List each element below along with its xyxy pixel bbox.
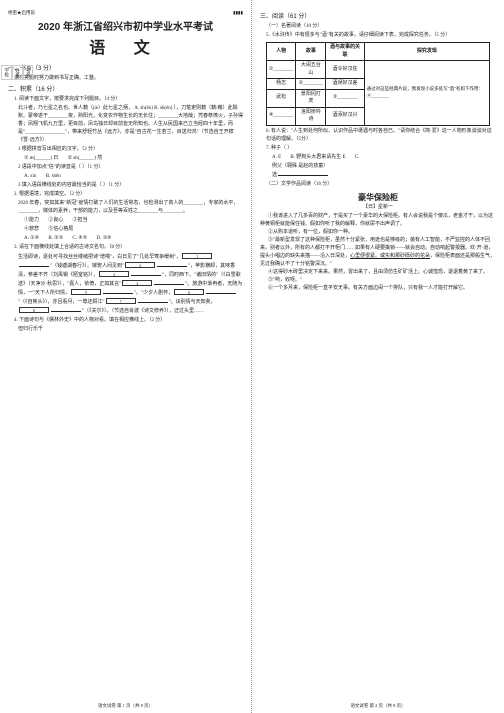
r3c3: ③________ bbox=[326, 89, 364, 107]
subject-title: 语 文 bbox=[8, 37, 243, 61]
q7-a: A. E bbox=[272, 154, 281, 162]
th-find: 探究发现 bbox=[364, 43, 489, 61]
page-foot-left: 语文试卷 第 1 页（共 8 页） bbox=[0, 703, 251, 710]
r1c3: 酒令好汉狂 bbox=[326, 61, 364, 79]
r3c1: 武松 bbox=[266, 89, 295, 107]
th-relation: 酒与故事的关联 bbox=[326, 43, 364, 61]
exam-title: 2020 年浙江省绍兴市初中学业水平考试 bbox=[8, 20, 243, 35]
q2-a: A. ①④ bbox=[24, 235, 39, 243]
q2-b: B. ②③ bbox=[48, 235, 63, 243]
story-p5: ⑤"哟，收呀。" bbox=[260, 277, 496, 285]
q2-c: C. ④⑤ bbox=[72, 235, 87, 243]
subsec-1-header: （一）名著阅读（10 分） bbox=[266, 23, 496, 31]
q2-text: 2020 年春，突如其来"新冠"疫情打破了人们的生活常态，也检测出了商人的___… bbox=[18, 201, 238, 214]
r4c1: ④________ bbox=[266, 107, 295, 125]
r2c2: ②________ bbox=[296, 79, 326, 90]
q1s2-opt-a: A. xìn bbox=[24, 173, 37, 181]
r2c3: 酒误好汉差 bbox=[326, 79, 364, 90]
binding-tabs: 考号姓名学校 bbox=[1, 50, 33, 95]
q1-stem: 1. 阅读下面文字，按要求完成下列题目。（4 分） bbox=[14, 96, 243, 104]
q1-blank-b: ② sh(______) 然 bbox=[67, 155, 102, 163]
story-p2: ②从购本道听，有一位，假如你一种。 bbox=[260, 229, 496, 237]
q2-ch1: ①能力 bbox=[24, 217, 39, 225]
q7-d: 选 bbox=[272, 172, 496, 180]
q7-c: C. bbox=[355, 154, 360, 162]
r2c1: 杨志 bbox=[266, 79, 295, 90]
r1c1: ①________ bbox=[266, 61, 295, 79]
story-p6: ⑥一个多月来，保险柜一直平安无事。有关方面边闹一个排队，只有我一人才能打开解它。 bbox=[260, 285, 496, 293]
section-2-header: 二、积累（16 分） bbox=[8, 86, 243, 95]
q2-ch5: ⑤信心格局 bbox=[48, 226, 73, 234]
section-3-header: 三、阅读（61 分） bbox=[260, 13, 496, 22]
story-subhead: （二）文学作品阅读（16 分） bbox=[266, 181, 496, 189]
q2-ch3: ③担当 bbox=[73, 217, 88, 225]
q2-abcd: A. ①④ B. ②③ C. ④⑤ D. ③④ bbox=[24, 235, 243, 243]
q2-choices-row1: ①能力 ②良心 ③担当 bbox=[24, 217, 243, 225]
section-1-note: 请在答题时努力做到书写正确、工整。 bbox=[14, 75, 243, 83]
q7-na: 例父（翱殊 是赵的孩童） bbox=[272, 163, 496, 171]
q1-sub3: 3 填入语段横线处的内容最恰当的是（ ）（1 分） bbox=[18, 182, 243, 190]
q1-sub1: 1 根据拼音写出相应的汉字。（2 分） bbox=[18, 146, 243, 154]
q2-d: D. ③④ bbox=[96, 235, 111, 243]
q2-ch4: ④慈悲 bbox=[24, 226, 39, 234]
story-title: 豪华保险柜 bbox=[260, 192, 496, 204]
q5-stem: 5.《水浒传》中有很多与"酒"有关的故事，请仔细阅读下表，完成探究任务。（5 分… bbox=[266, 32, 496, 40]
story-p3: ③"最新型发现了这种保险柜，虽然十分紧张，用途也是够级的；装有人工智能，不严监控… bbox=[260, 237, 496, 268]
page-foot-right: 语文试卷 第 2 页（共 8 页） bbox=[252, 703, 504, 710]
q2-ch2: ②良心 bbox=[48, 217, 63, 225]
q5-table: 人物 故事 酒与故事的关联 探究发现 ①________ 大闹五台山 酒令好汉狂… bbox=[266, 42, 490, 126]
q7-b: B. 野狗头大君来请先生 E bbox=[290, 154, 345, 162]
story-p1: ①我该进入了几多百的财产，于是买了一个豪华的大保险柜。有人会说我是个傻瓜，老金才… bbox=[260, 213, 496, 229]
q1-sub2-opts: A. xìn B. shěn bbox=[24, 173, 243, 181]
q4-stem: 4. 下面诗句与《儒林外史》中的人物对看。填在相应横线上。（2 分） bbox=[14, 317, 243, 325]
th-story: 故事 bbox=[296, 43, 326, 61]
secrecy-tag: 绝密★启用前 bbox=[8, 10, 35, 17]
barcode-area: ▮▮▮▮ bbox=[233, 10, 243, 17]
r3c2: 景阳冈打虎 bbox=[296, 89, 326, 107]
q3-stem: 3. 请在下面横线处填上合适的古诗文名句。（8 分） bbox=[14, 244, 243, 252]
q1-sub1-row: ① m(______) 日 ② sh(______) 然 bbox=[24, 155, 243, 163]
q2-line: 2020 年春，突如其来"新冠"疫情打破了人们的生活常态，也检测出了商人的___… bbox=[18, 200, 243, 216]
q1-blank-a: ① m(______) 日 bbox=[24, 155, 58, 163]
th-person: 人物 bbox=[266, 43, 295, 61]
q2-choices-row2: ④慈悲 ⑤信心格局 bbox=[24, 226, 243, 234]
q2-stem: 2. 根据语境，完成填空。（2 分） bbox=[14, 191, 243, 199]
q1-sub2: 2 语段中加点"信"的读音是（ ）（1 分） bbox=[18, 164, 243, 172]
story-p4: ④这得砂木砖里决定下来来。果然，冒出来了，且由须仿生矿矿活上。心诚惶恐，退退着黄… bbox=[260, 269, 496, 277]
q1s2-opt-b: B. shěn bbox=[46, 173, 61, 181]
r4c3: 酒添好汉兴 bbox=[326, 107, 364, 125]
section-1-header: 一、书写（3 分） bbox=[8, 65, 243, 74]
q4-line: 但归行乐千 bbox=[18, 326, 243, 334]
q3-body: 生活即诗，逐处可寻找丝丝缕绪把诗"增喂"，白日见了"几处早莺争暖树"，1"（钱塘… bbox=[18, 253, 243, 316]
r4c2: 洛阳桥吟诗 bbox=[296, 107, 326, 125]
q7-stem: 7. 种子（ ） bbox=[266, 145, 496, 153]
q6-stem: 6. 有人说："人生到处何所似，认识作品中遭遇与时各自已。"请你结合《简·爱》这… bbox=[266, 128, 496, 144]
r1c4: 通过对这些经典片段，我发现小说多处写"酒"有如下作用：④________ bbox=[364, 61, 489, 126]
q7-opts: A. E B. 野狗头大君来请先生 E C. bbox=[272, 154, 496, 162]
q1-passage: 北斗者，乃七星之名也。世人籍（jiè）此七星之柄， A. sh(ěn) B. s… bbox=[18, 105, 243, 145]
story-author: 【日】星新一 bbox=[260, 204, 496, 212]
r1c2: 大闹五台山 bbox=[296, 61, 326, 79]
